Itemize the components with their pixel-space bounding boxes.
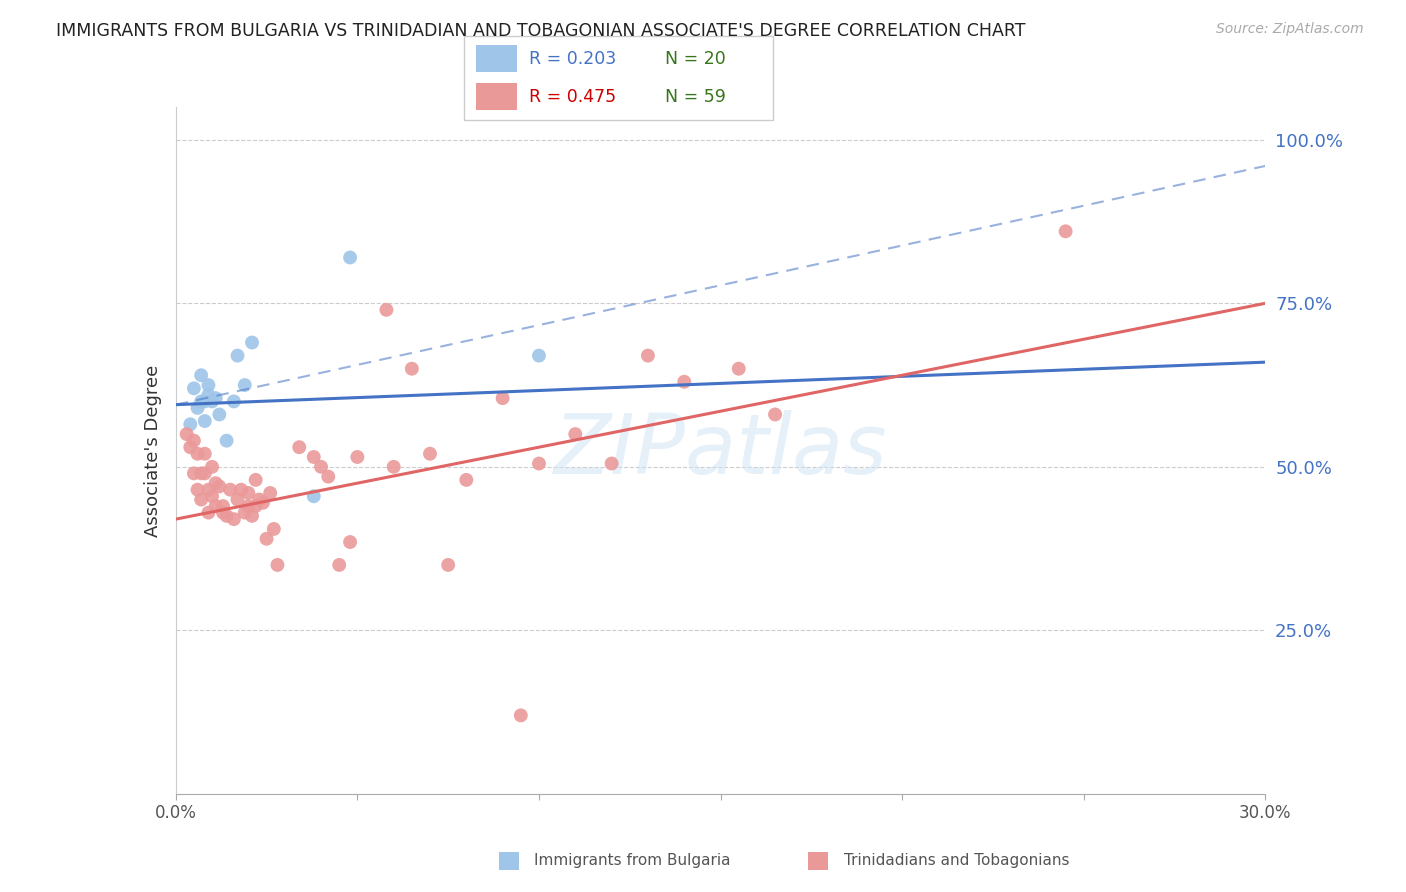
Text: Source: ZipAtlas.com: Source: ZipAtlas.com xyxy=(1216,22,1364,37)
Point xyxy=(222,512,245,526)
Text: IMMIGRANTS FROM BULGARIA VS TRINIDADIAN AND TOBAGONIAN ASSOCIATE'S DEGREE CORREL: IMMIGRANTS FROM BULGARIA VS TRINIDADIAN … xyxy=(56,22,1026,40)
Point xyxy=(233,506,256,520)
Point xyxy=(763,408,786,422)
Point xyxy=(183,381,205,395)
Point xyxy=(183,467,205,481)
Point xyxy=(215,508,238,523)
Point xyxy=(186,483,209,497)
Point xyxy=(204,391,226,405)
Point xyxy=(318,469,340,483)
Point xyxy=(238,486,260,500)
Text: Immigrants from Bulgaria: Immigrants from Bulgaria xyxy=(534,854,731,868)
Point xyxy=(215,434,238,448)
Point xyxy=(1054,224,1077,238)
Point xyxy=(637,349,659,363)
Point xyxy=(212,499,235,513)
Point xyxy=(190,492,212,507)
Point xyxy=(527,457,550,471)
Point xyxy=(186,401,209,415)
Point xyxy=(190,467,212,481)
Point xyxy=(186,447,209,461)
Point xyxy=(179,417,201,432)
Point xyxy=(194,414,217,428)
Text: Trinidadians and Tobagonians: Trinidadians and Tobagonians xyxy=(844,854,1069,868)
Point xyxy=(240,508,263,523)
Point xyxy=(527,349,550,363)
FancyBboxPatch shape xyxy=(477,83,516,111)
Point xyxy=(212,506,235,520)
Point xyxy=(509,708,531,723)
Point xyxy=(201,459,224,474)
Point xyxy=(201,394,224,409)
Point xyxy=(208,408,231,422)
Point xyxy=(600,457,623,471)
Point xyxy=(204,476,226,491)
Point xyxy=(288,440,311,454)
Point xyxy=(194,447,217,461)
Point xyxy=(382,459,405,474)
Point xyxy=(256,532,278,546)
Point xyxy=(309,459,332,474)
Point xyxy=(339,251,361,265)
Point xyxy=(339,535,361,549)
Point xyxy=(259,486,281,500)
Point xyxy=(245,473,267,487)
Point xyxy=(437,558,460,572)
Point xyxy=(302,450,325,464)
Point xyxy=(266,558,288,572)
Point xyxy=(197,506,219,520)
Point xyxy=(245,499,267,513)
Text: R = 0.475: R = 0.475 xyxy=(529,87,616,105)
Y-axis label: Associate's Degree: Associate's Degree xyxy=(143,364,162,537)
Point xyxy=(194,467,217,481)
Point xyxy=(197,378,219,392)
Point xyxy=(222,394,245,409)
Point xyxy=(238,499,260,513)
Point xyxy=(727,361,749,376)
Point xyxy=(492,391,515,405)
Point xyxy=(208,479,231,493)
Point xyxy=(247,492,270,507)
Point xyxy=(190,368,212,383)
Point xyxy=(346,450,368,464)
Point xyxy=(302,489,325,503)
Point xyxy=(240,335,263,350)
Point xyxy=(226,349,249,363)
Point xyxy=(328,558,350,572)
Point xyxy=(197,388,219,402)
Point xyxy=(179,440,201,454)
FancyBboxPatch shape xyxy=(477,45,516,72)
Point xyxy=(233,378,256,392)
Point xyxy=(183,434,205,448)
Point xyxy=(176,427,198,442)
Text: R = 0.203: R = 0.203 xyxy=(529,50,616,68)
Text: ZIPatlas: ZIPatlas xyxy=(554,410,887,491)
Point xyxy=(190,394,212,409)
Point xyxy=(263,522,285,536)
Point xyxy=(375,302,398,317)
Point xyxy=(201,489,224,503)
FancyBboxPatch shape xyxy=(464,36,773,120)
Point xyxy=(456,473,478,487)
Point xyxy=(194,394,217,409)
Point xyxy=(673,375,696,389)
Text: N = 20: N = 20 xyxy=(665,50,725,68)
Text: N = 59: N = 59 xyxy=(665,87,725,105)
Point xyxy=(401,361,423,376)
Point xyxy=(231,483,253,497)
Point xyxy=(204,499,226,513)
Point xyxy=(252,496,274,510)
FancyBboxPatch shape xyxy=(808,852,828,870)
Point xyxy=(419,447,441,461)
Point xyxy=(197,483,219,497)
FancyBboxPatch shape xyxy=(499,852,519,870)
Point xyxy=(226,492,249,507)
Point xyxy=(219,483,242,497)
Point xyxy=(564,427,586,442)
